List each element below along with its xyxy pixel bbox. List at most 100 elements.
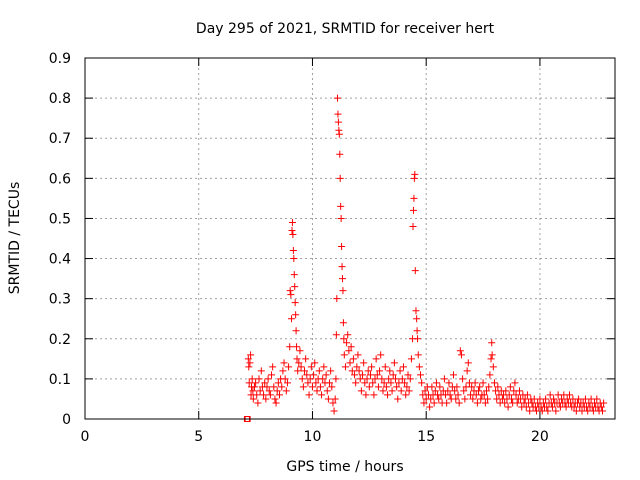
data-point (426, 403, 434, 411)
data-point (338, 275, 346, 283)
data-point (365, 383, 373, 391)
data-point (268, 371, 276, 379)
data-point (455, 399, 463, 407)
data-point (445, 379, 453, 387)
data-point (461, 395, 469, 403)
data-point (334, 110, 342, 118)
data-point (351, 371, 359, 379)
data-point (245, 363, 253, 371)
data-point (304, 379, 312, 387)
data-point (348, 367, 356, 375)
chart-title: Day 295 of 2021, SRMTID for receiver her… (196, 21, 495, 37)
data-point (286, 287, 294, 295)
data-point (421, 387, 429, 395)
data-point (326, 379, 334, 387)
data-point (399, 363, 407, 371)
data-point (504, 403, 512, 411)
data-point (370, 391, 378, 399)
data-point (414, 335, 422, 343)
data-point (446, 391, 454, 399)
data-point (552, 407, 560, 415)
data-point (340, 335, 348, 343)
data-point (305, 391, 313, 399)
data-point (344, 331, 352, 339)
data-point (324, 395, 332, 403)
data-point (248, 375, 256, 383)
plot-frame (84, 57, 616, 420)
data-point (294, 367, 302, 375)
data-point (506, 383, 514, 391)
data-point (354, 351, 362, 359)
data-point (254, 399, 262, 407)
data-point (508, 395, 516, 403)
data-point (315, 367, 323, 375)
data-point (502, 387, 510, 395)
data-point (457, 351, 465, 359)
data-point (285, 363, 293, 371)
data-point (597, 403, 605, 411)
data-point (347, 343, 355, 351)
data-point (566, 391, 574, 399)
data-point (274, 379, 282, 387)
x-tick-label: 10 (304, 429, 322, 445)
data-point (512, 391, 520, 399)
data-point (490, 379, 498, 387)
data-point (287, 291, 295, 299)
data-point (290, 271, 298, 279)
data-point (480, 391, 488, 399)
data-point (332, 331, 340, 339)
data-point (417, 371, 425, 379)
data-point (494, 383, 502, 391)
data-point (312, 379, 320, 387)
data-point (464, 359, 472, 367)
y-tick-label: 0.4 (49, 252, 71, 268)
data-point (505, 391, 513, 399)
x-axis-label: GPS time / hours (286, 459, 403, 475)
data-point (390, 359, 398, 367)
data-point (420, 399, 428, 407)
data-point (380, 379, 388, 387)
data-point (260, 391, 268, 399)
data-point (369, 379, 377, 387)
data-point (475, 387, 483, 395)
data-point (409, 222, 417, 230)
data-point (337, 214, 345, 222)
data-point (363, 375, 371, 383)
data-point (515, 387, 523, 395)
data-point (339, 319, 347, 327)
data-point (323, 387, 331, 395)
data-point (404, 371, 412, 379)
data-point (327, 367, 335, 375)
data-point (544, 407, 552, 415)
data-point (397, 387, 405, 395)
data-point (372, 355, 380, 363)
y-tick-label: 0.7 (49, 131, 71, 147)
y-tick-label: 0.3 (49, 292, 71, 308)
data-point (403, 383, 411, 391)
data-point (488, 351, 496, 359)
data-point (378, 375, 386, 383)
data-point (256, 387, 264, 395)
data-point (288, 315, 296, 323)
data-point (381, 363, 389, 371)
data-point (293, 343, 301, 351)
data-point (292, 311, 300, 319)
data-point (282, 387, 290, 395)
data-point (376, 367, 384, 375)
data-point (290, 255, 298, 263)
data-point (301, 367, 309, 375)
data-point (366, 371, 374, 379)
data-point (452, 395, 460, 403)
data-point (575, 395, 583, 403)
data-point (270, 383, 278, 391)
data-point (249, 387, 257, 395)
data-point (513, 399, 521, 407)
data-point (335, 130, 343, 138)
data-point (600, 399, 608, 407)
data-point (271, 395, 279, 403)
data-point (333, 94, 341, 102)
data-point (411, 170, 419, 178)
data-point (302, 355, 310, 363)
y-tick-label: 0 (62, 412, 71, 428)
data-point (265, 387, 273, 395)
